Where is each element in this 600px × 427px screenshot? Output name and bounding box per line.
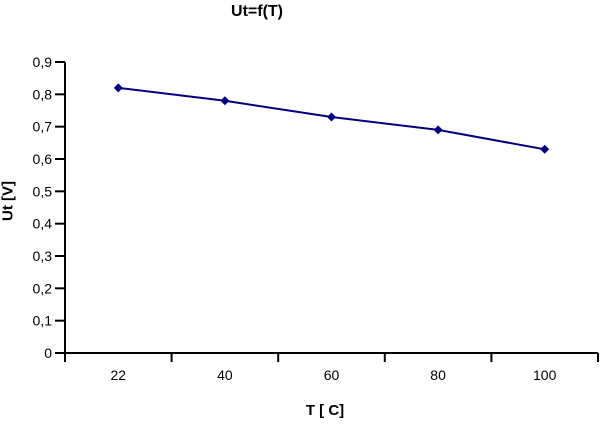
y-tick-label: 0,1 (33, 313, 53, 329)
y-tick-label: 0,8 (33, 86, 53, 102)
y-tick-label: 0,5 (33, 183, 53, 199)
y-tick-label: 0,7 (33, 119, 53, 135)
x-axis-title: T [ C] (305, 402, 345, 419)
x-tick-label: 22 (111, 367, 127, 383)
x-tick-label: 60 (324, 367, 340, 383)
data-point-marker (433, 125, 443, 135)
x-tick-label: 40 (217, 367, 233, 383)
x-tick-label: 100 (533, 367, 557, 383)
y-tick-label: 0,9 (33, 54, 53, 70)
y-tick-label: 0,6 (33, 151, 53, 167)
data-point-marker (220, 96, 230, 106)
chart-title: Ut=f(T) (231, 3, 283, 20)
data-point-marker (540, 144, 550, 154)
data-point-marker (113, 83, 123, 93)
y-tick-label: 0,4 (33, 216, 53, 232)
x-tick-label: 80 (430, 367, 446, 383)
y-tick-label: 0 (44, 345, 52, 361)
data-point-marker (327, 112, 336, 122)
y-tick-label: 0,2 (33, 280, 53, 296)
y-tick-label: 0,3 (33, 248, 53, 264)
